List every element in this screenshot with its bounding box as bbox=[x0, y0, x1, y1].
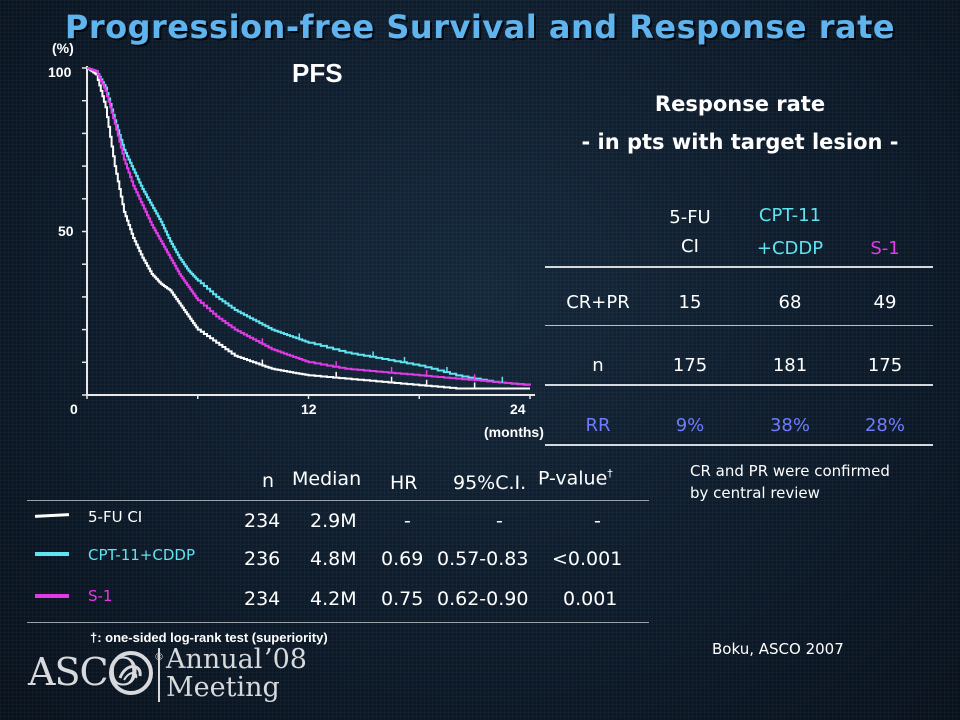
col-header-cpt-l2: +CDDP bbox=[756, 238, 824, 259]
y-tick-100: 100 bbox=[48, 64, 72, 80]
x-tick-12: 12 bbox=[301, 401, 317, 417]
table-rule-bottom bbox=[545, 444, 933, 446]
logo-annual: Annual bbox=[166, 644, 263, 675]
asco-swirl-icon bbox=[109, 651, 153, 695]
cell-crpr-cpt: 68 bbox=[778, 292, 802, 313]
cell-crpr-5fu: 15 bbox=[678, 292, 702, 313]
legend-label-5fu: 5-FU CI bbox=[88, 508, 143, 526]
chart-title: PFS bbox=[292, 58, 343, 88]
legend-swatch-s1 bbox=[35, 594, 69, 598]
curve-2 bbox=[87, 67, 531, 386]
stats-p-s1: 0.001 bbox=[563, 588, 618, 610]
note-line-2: by central review bbox=[690, 484, 820, 502]
stats-ci-cpt: 0.57-0.83 bbox=[437, 548, 529, 570]
col-header-s1: S-1 bbox=[870, 238, 900, 259]
asco-logo: ASCO ® Annual ’08 Meeting bbox=[28, 644, 328, 708]
dagger-mark: † bbox=[607, 467, 613, 480]
citation: Boku, ASCO 2007 bbox=[712, 640, 844, 658]
survival-curves bbox=[87, 67, 531, 390]
col-header-5fu-l2: CI bbox=[681, 236, 699, 257]
stats-median-cpt: 4.8M bbox=[310, 548, 357, 570]
stats-p-cpt: <0.001 bbox=[552, 548, 623, 570]
x-axis-unit: (months) bbox=[484, 424, 544, 440]
row-label-n: n bbox=[592, 355, 604, 376]
y-axis-unit: (%) bbox=[52, 40, 74, 56]
stats-n-5fu: 234 bbox=[244, 510, 281, 532]
col-header-cpt-l1: CPT-11 bbox=[758, 205, 822, 226]
stats-header-pvalue: P-value† bbox=[538, 467, 613, 489]
col-header-5fu-l1: 5-FU bbox=[669, 207, 711, 228]
row-label-crpr: CR+PR bbox=[566, 292, 630, 313]
legend-swatch-cpt bbox=[35, 552, 69, 556]
curve-0 bbox=[87, 67, 530, 390]
table-rule-1 bbox=[545, 325, 933, 326]
slide-title: Progression-free Survival and Response r… bbox=[64, 8, 896, 46]
pfs-chart bbox=[82, 66, 535, 399]
x-tick-24: 24 bbox=[510, 401, 526, 417]
stats-n-s1: 234 bbox=[244, 588, 281, 610]
cell-n-cpt: 181 bbox=[772, 355, 808, 376]
logo-year: ’08 bbox=[264, 644, 307, 675]
stats-header-median: Median bbox=[292, 468, 362, 490]
x-tick-0: 0 bbox=[70, 401, 78, 417]
row-label-rr: RR bbox=[585, 415, 611, 436]
stats-footnote: †: one-sided log-rank test (superiority) bbox=[90, 630, 328, 645]
response-rate-title: Response rate bbox=[654, 92, 826, 116]
stats-row-rule-bottom bbox=[27, 622, 649, 623]
censor-marks bbox=[261, 333, 504, 389]
stats-hr-s1: 0.75 bbox=[381, 588, 424, 610]
curve-1 bbox=[87, 67, 531, 386]
stats-header-ci: 95%C.I. bbox=[453, 472, 527, 494]
stats-hr-cpt: 0.69 bbox=[381, 548, 424, 570]
cell-crpr-s1: 49 bbox=[873, 292, 897, 313]
note-line-1: CR and PR were confirmed bbox=[690, 462, 890, 480]
legend-label-cpt: CPT-11+CDDP bbox=[88, 546, 195, 564]
stats-row-rule-top bbox=[27, 500, 649, 501]
stats-header-n: n bbox=[262, 470, 275, 492]
legend-label-s1: S-1 bbox=[88, 587, 113, 605]
y-tick-50: 50 bbox=[58, 223, 74, 239]
cell-rr-5fu: 9% bbox=[675, 415, 705, 436]
legend-swatch-5fu bbox=[34, 513, 70, 518]
cell-n-s1: 175 bbox=[867, 355, 903, 376]
stats-median-s1: 4.2M bbox=[310, 588, 357, 610]
stats-n-cpt: 236 bbox=[244, 548, 281, 570]
cell-rr-s1: 28% bbox=[864, 415, 905, 436]
cell-rr-cpt: 38% bbox=[769, 415, 810, 436]
stats-ci-5fu: - bbox=[496, 510, 503, 532]
table-rule-top bbox=[545, 266, 933, 268]
stats-ci-s1: 0.62-0.90 bbox=[437, 588, 529, 610]
logo-divider bbox=[158, 648, 160, 702]
stats-header-hr: HR bbox=[390, 472, 418, 494]
x-ticks bbox=[86, 395, 531, 399]
cell-n-5fu: 175 bbox=[672, 355, 708, 376]
stats-p-5fu: - bbox=[594, 510, 601, 532]
pvalue-label: P-value bbox=[538, 467, 608, 490]
table-rule-2 bbox=[545, 384, 933, 386]
stats-hr-5fu: - bbox=[404, 510, 411, 532]
logo-meeting: Meeting bbox=[166, 672, 280, 703]
response-rate-subtitle: - in pts with target lesion - bbox=[581, 130, 899, 154]
y-minor-ticks bbox=[82, 67, 87, 396]
stats-median-5fu: 2.9M bbox=[310, 510, 357, 532]
